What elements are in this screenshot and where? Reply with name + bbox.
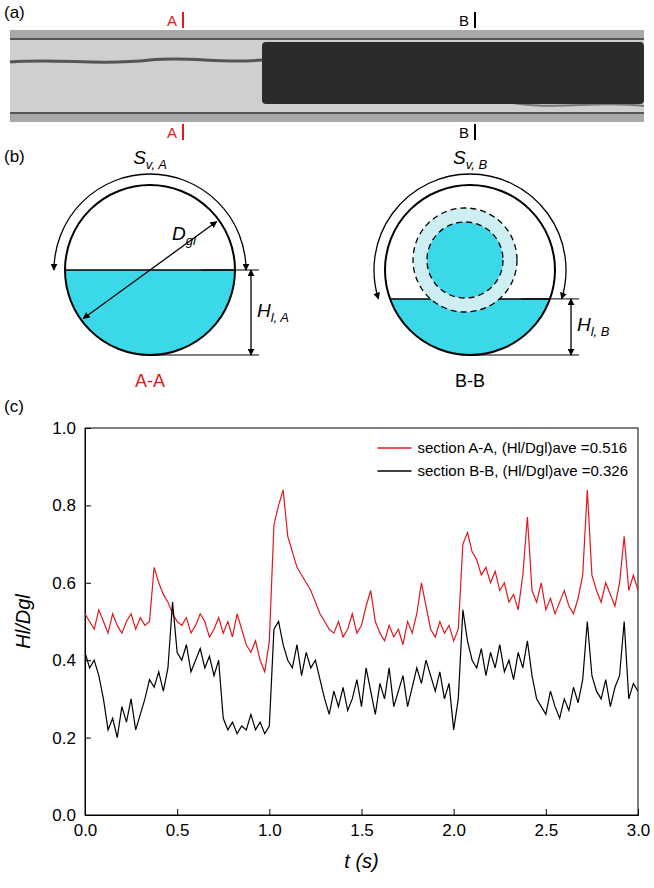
tick-label: 1.0 [52,419,76,438]
tick-label: 0.0 [74,821,98,840]
section-diagram [54,174,259,355]
tick-mark [362,809,363,815]
panel-label: (b) [4,147,25,166]
perimeter-arrow [374,174,566,299]
section-mark-label: A [167,12,177,29]
section-mark [182,124,184,140]
extension-line [150,355,259,356]
tick: 1.5 [350,809,374,840]
diagram-label: Hl, A [257,300,289,325]
series-line [85,602,638,737]
y-axis: 0.0 0.2 0.4 0.6 0.8 1.0 [52,419,91,825]
axis-line [86,809,639,816]
section-mark [182,12,184,28]
droplet-core [427,222,503,298]
tick: 3.0 [627,809,651,840]
tick-mark [454,809,455,815]
tick-label: 0.4 [52,651,76,670]
perimeter-arrow [54,174,246,270]
tick: 1.0 [258,809,282,840]
wall-line-bottom [10,112,644,114]
tick-label: 0.6 [52,574,76,593]
legend-label: section B-B, (Hl/Dgl)ave =0.326 [417,462,628,479]
tick: 0.2 [52,729,91,748]
tick: 1.0 [52,419,91,438]
gas-slug [262,42,644,104]
tick-mark [85,505,91,506]
tick-mark [85,815,91,816]
section-mark [474,12,476,28]
tick-label: 1.5 [350,821,374,840]
pipe-wall [10,30,644,122]
panel-label: (a) [4,3,25,22]
height-arrow [250,270,251,355]
tick-mark [85,428,91,429]
diagram-label: Dgl [172,223,197,248]
extension-line [521,298,579,299]
tick-mark [85,738,91,739]
diagram-label: Sv, B [453,147,487,172]
plot-frame [85,428,638,815]
tick-label: 0.2 [52,729,76,748]
wall-line-top [10,38,644,40]
legend-swatch [377,447,411,449]
height-arrow [570,299,571,355]
tick: 0.8 [52,496,91,515]
tick-label: 0.5 [166,821,190,840]
series-lines [85,490,638,738]
section-mark-label: B [459,12,469,29]
legend-swatch [377,470,411,472]
section-mark-label: A [167,124,177,141]
extension-line [470,355,579,356]
pipe-wall [385,185,555,355]
tick: 0.5 [166,809,190,840]
series-line [85,490,638,672]
x-axis-title: t (s) [344,850,378,872]
tick-label: 0.0 [52,806,76,825]
liquid-film [10,59,262,62]
tick: 2.0 [442,809,466,840]
section-diagram [374,174,579,355]
section-mark [474,124,476,140]
tick: 0.0 [52,806,91,825]
panel-label: (c) [4,397,24,416]
pipe-photo [10,12,644,140]
figure: (a) A A B B (b) Sv, A Hl, A Dgl A-A Sv, B Hl, B B-B (… [0,0,654,888]
tick-mark [638,809,639,815]
tick-label: 1.0 [258,821,282,840]
tick-label: 2.5 [535,821,559,840]
extension-line [201,270,259,271]
tick-label: 0.8 [52,496,76,515]
tick-mark [269,809,270,815]
section-name: A-A [135,371,165,391]
tick-mark [546,809,547,815]
tick-mark [85,583,91,584]
pipe-bore [10,40,644,112]
x-axis: 0.0 0.5 1.0 1.5 2.0 2.5 3.0 [74,809,651,840]
legend-label: section A-A, (Hl/Dgl)ave =0.516 [417,439,627,456]
tick: 0.6 [52,574,91,593]
tick-label: 2.0 [442,821,466,840]
droplet-ring [413,208,517,312]
diagram-label: Sv, A [133,147,167,172]
tick-label: 3.0 [627,821,651,840]
tick-mark [177,809,178,815]
section-name: B-B [455,371,485,391]
section-mark-label: B [459,124,469,141]
tick: 2.5 [535,809,559,840]
diameter-arrow [83,222,216,319]
legend: section A-A, (Hl/Dgl)ave =0.516 section B… [377,439,628,479]
diagram-label: Hl, B [577,314,610,339]
y-axis-title: Hl/Dgl [12,594,34,649]
